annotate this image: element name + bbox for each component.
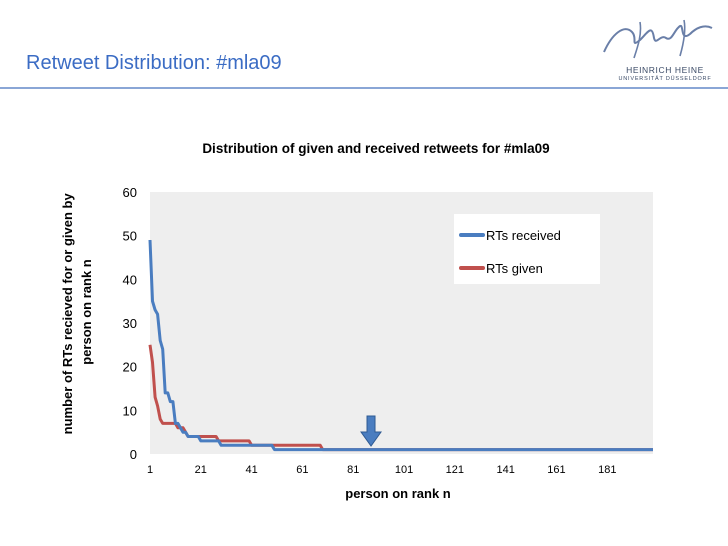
x-tick-label: 81 <box>347 464 359 476</box>
y-tick-label: 30 <box>123 316 137 331</box>
x-axis-label: person on rank n <box>345 486 451 501</box>
x-tick-label: 41 <box>245 464 257 476</box>
legend-label-rts-received: RTs received <box>486 228 561 243</box>
slide-title: Retweet Distribution: #mla09 <box>26 52 282 74</box>
y-axis-label-line1: number of RTs recieved for or given by <box>60 193 75 435</box>
series-line-rts-received <box>148 239 653 452</box>
x-tick-label: 121 <box>446 464 464 476</box>
chart-title: Distribution of given and received retwe… <box>202 141 549 156</box>
y-tick-label: 20 <box>123 360 137 375</box>
logo-text-universitaet: UNIVERSITÄT DÜSSELDORF <box>618 76 712 82</box>
x-tick-label: 101 <box>395 464 413 476</box>
x-axis-ticks: 1 21 41 61 81 101 121 141 161 181 <box>147 464 617 476</box>
title-divider <box>0 87 728 89</box>
x-tick-label: 181 <box>598 464 616 476</box>
x-tick-label: 141 <box>496 464 514 476</box>
y-axis-ticks: 0 10 20 30 40 50 60 <box>123 185 137 462</box>
y-tick-label: 40 <box>123 272 137 287</box>
y-tick-label: 50 <box>123 229 137 244</box>
legend: RTs received RTs given <box>454 214 600 284</box>
y-axis-label: number of RTs recieved for or given by p… <box>60 190 94 435</box>
signature-logo-icon <box>603 19 713 59</box>
x-tick-label: 161 <box>547 464 565 476</box>
y-tick-label: 10 <box>123 403 137 418</box>
x-tick-label: 21 <box>195 464 207 476</box>
university-logo: HEINRICH HEINE UNIVERSITÄT DÜSSELDORF <box>594 12 720 88</box>
series-lines <box>148 239 653 452</box>
logo-text-heinrich-heine: HEINRICH HEINE <box>626 65 704 75</box>
annotation-arrow-icon <box>360 415 382 447</box>
y-tick-label: 60 <box>123 185 137 200</box>
legend-box <box>454 214 600 284</box>
y-tick-label: 0 <box>130 447 137 462</box>
x-tick-label: 1 <box>147 464 153 476</box>
x-tick-label: 61 <box>296 464 308 476</box>
y-axis-label-line2: person on rank n <box>79 259 94 365</box>
legend-label-rts-given: RTs given <box>486 261 543 276</box>
